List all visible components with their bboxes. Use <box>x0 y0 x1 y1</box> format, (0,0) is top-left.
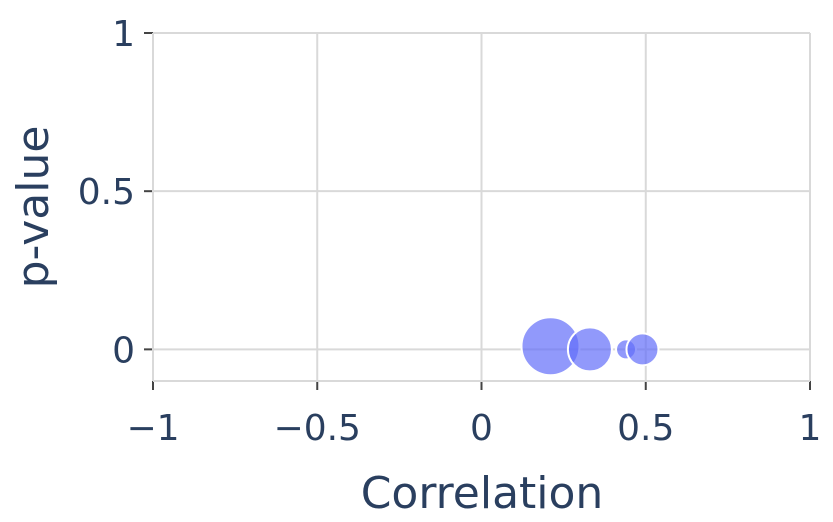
x-tick-label: −0.5 <box>274 408 361 449</box>
axes <box>144 32 811 390</box>
x-axis-title: Correlation <box>361 468 604 519</box>
y-tick-label: 0.5 <box>78 172 135 213</box>
scatter-point <box>625 332 660 367</box>
x-tick-label: −1 <box>126 408 179 449</box>
x-tick-label: 0.5 <box>617 408 674 449</box>
y-axis-title: p-value <box>8 126 59 289</box>
scatter-point <box>566 326 613 373</box>
data-points <box>520 316 660 377</box>
y-tick-label: 1 <box>112 14 135 55</box>
x-tick-labels: −1 −0.5 0 0.5 1 <box>126 408 821 449</box>
y-tick-label: 0 <box>112 330 135 371</box>
x-tick-label: 1 <box>799 408 822 449</box>
x-tick-label: 0 <box>470 408 493 449</box>
y-tick-labels: 00.51 <box>78 14 135 371</box>
